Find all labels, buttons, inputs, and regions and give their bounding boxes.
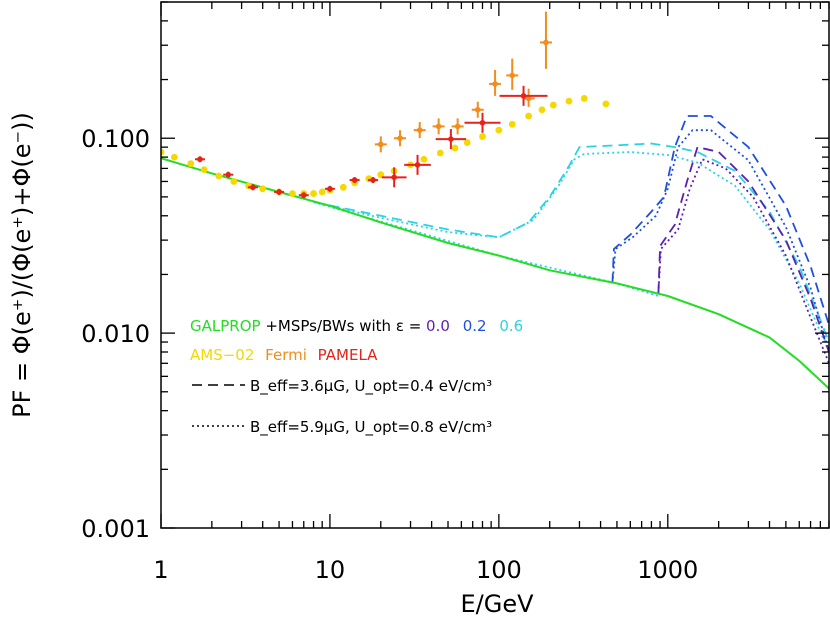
x-tick-label: 1000 — [637, 556, 698, 584]
ams02-point — [310, 190, 317, 197]
ams02-point — [420, 155, 428, 163]
y-tick-label: 0.010 — [81, 320, 150, 348]
ams02-point — [436, 149, 444, 157]
ams02-point — [200, 166, 208, 174]
legend-equals: = — [409, 317, 426, 335]
ams02-point — [230, 178, 238, 185]
legend: GALPROP +MSPs/BWs with ε = 0.0 0.2 0.6 A… — [190, 317, 523, 437]
model-curve-eps06-dashed — [313, 142, 829, 343]
fermi-point — [492, 81, 498, 87]
x-tick-label: 1 — [153, 556, 168, 584]
ams02-point — [463, 139, 471, 146]
fermi-point — [474, 106, 481, 113]
ams02-point — [161, 148, 165, 156]
pamela-point — [276, 189, 282, 195]
ams02-point — [495, 126, 503, 134]
model-curve-eps00-dotted — [657, 158, 829, 364]
model-curve-eps00-dashed — [657, 146, 829, 353]
ams02-point — [525, 112, 533, 120]
y-axis-label: PF = Φ(e⁺)/(Φ(e⁺)+Φ(e⁻)) — [8, 112, 36, 418]
pamela-point — [225, 171, 232, 178]
y-tick-label: 0.001 — [81, 515, 150, 543]
legend-line-2: AMS−02 Fermi PAMELA — [190, 346, 378, 364]
fermi-point — [509, 72, 516, 79]
ams02-point — [215, 172, 223, 180]
ams02-point — [479, 133, 486, 140]
ams02-point — [451, 144, 459, 152]
fermi-point — [543, 39, 549, 46]
ams02-point — [170, 153, 178, 161]
ams02-point — [318, 188, 326, 196]
fermi-point — [397, 135, 403, 142]
model-curve-eps02-dotted — [611, 129, 829, 353]
pamela-point — [479, 119, 486, 126]
x-tick-label: 10 — [315, 556, 346, 584]
ams02-point — [565, 97, 573, 105]
galprop-curve — [161, 157, 829, 390]
legend-line-1: GALPROP +MSPs/BWs with ε = 0.0 0.2 0.6 — [190, 317, 523, 335]
ams02-point — [187, 160, 195, 168]
model-curve-galprop-dotted — [313, 201, 659, 297]
fermi-point — [435, 123, 442, 130]
model-curve-eps02-dashed — [611, 115, 829, 326]
legend-eps-00: 0.0 — [426, 317, 450, 335]
ams02-point — [538, 106, 546, 114]
legend-pamela: PAMELA — [318, 346, 378, 364]
ams02-point — [580, 95, 588, 102]
pamela-point — [300, 192, 307, 199]
data-points-layer — [161, 11, 610, 199]
fermi-point — [377, 141, 384, 148]
legend-eps-06: 0.6 — [499, 317, 523, 335]
pamela-point — [327, 186, 333, 192]
axis-ticks — [160, 1, 830, 529]
plot-frame — [160, 1, 830, 529]
axis-tick-labels: 1 10 100 1000 0.001 0.010 0.100 — [81, 125, 698, 584]
pamela-point — [520, 93, 527, 99]
fermi-point — [416, 127, 423, 133]
pamela-point — [197, 156, 203, 163]
ams02-point — [602, 100, 610, 108]
x-axis-label: E/GeV — [460, 590, 534, 618]
legend-line-3: B_eff=3.6μG, U_opt=0.4 eV/cm³ — [250, 377, 492, 396]
legend-galprop: GALPROP — [190, 317, 261, 335]
ams02-point — [508, 120, 516, 128]
ams02-point — [259, 185, 267, 193]
legend-epsilon-symbol: ε — [396, 317, 404, 335]
ams02-point — [549, 101, 557, 109]
pamela-point — [250, 184, 256, 191]
pamela-point — [351, 177, 358, 183]
legend-eps-02: 0.2 — [463, 317, 487, 335]
model-curve-eps06-dotted — [313, 151, 829, 353]
legend-fermi: Fermi — [265, 346, 307, 364]
y-tick-label: 0.100 — [81, 125, 150, 153]
series-layer — [161, 115, 829, 390]
legend-model: +MSPs/BWs with — [265, 317, 391, 335]
legend-ams02: AMS−02 — [190, 346, 254, 364]
pamela-point — [370, 177, 376, 183]
pamela-point — [391, 174, 397, 181]
pamela-point — [448, 136, 454, 142]
fermi-point — [525, 95, 532, 102]
ams02-point — [339, 183, 347, 191]
ams02-point — [289, 190, 296, 197]
fermi-point — [454, 123, 461, 130]
legend-line-4: B_eff=5.9μG, U_opt=0.8 eV/cm³ — [250, 418, 492, 437]
pamela-point — [414, 162, 421, 168]
x-tick-label: 100 — [476, 556, 522, 584]
